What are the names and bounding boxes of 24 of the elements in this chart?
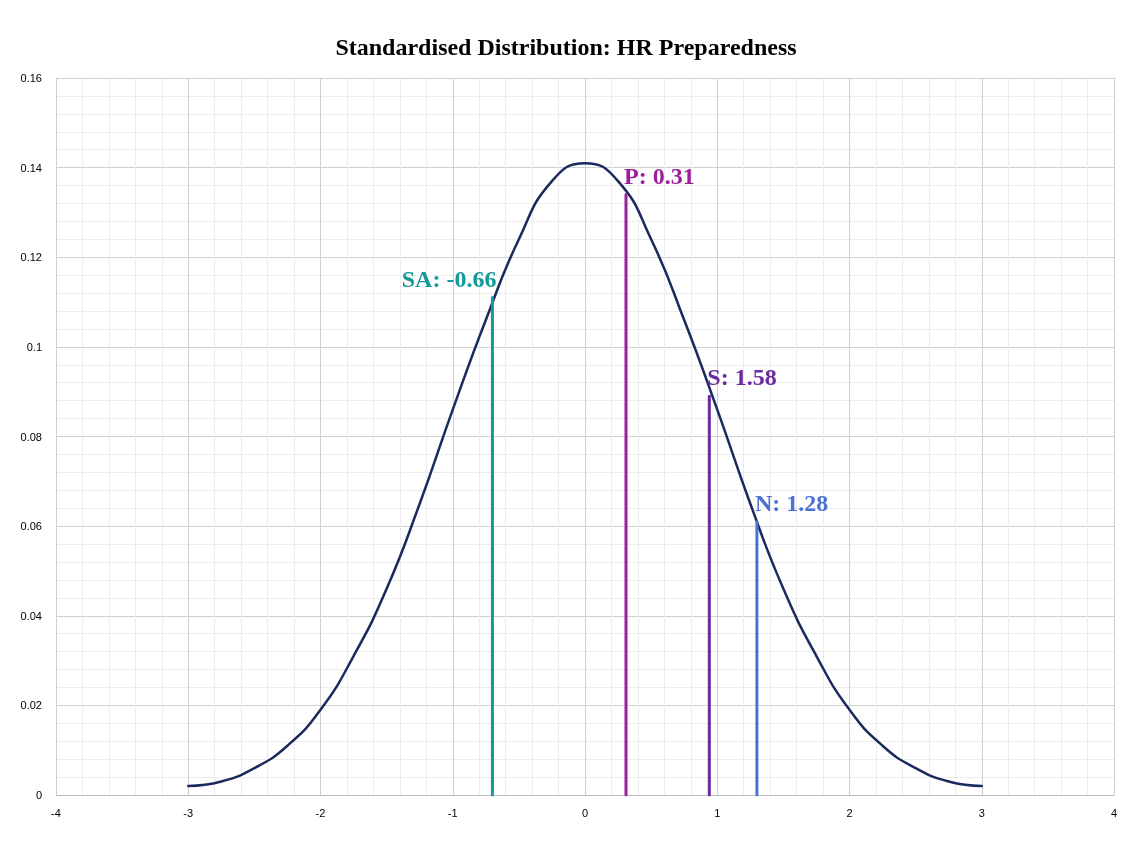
- chart-title: Standardised Distribution: HR Preparedness: [335, 34, 797, 60]
- x-tick-label: 2: [846, 806, 853, 819]
- y-tick-label: 0.1: [26, 340, 42, 353]
- series-label: SA: -0.66: [401, 265, 497, 292]
- y-tick-label: 0.04: [20, 609, 42, 622]
- y-tick-label: 0: [35, 789, 42, 801]
- y-tick-label: 0.06: [20, 520, 42, 533]
- x-tick-label: 4: [1110, 806, 1118, 819]
- x-tick-label: 0: [581, 806, 589, 819]
- series-label: S: 1.58: [707, 364, 777, 391]
- x-tick-label: -2: [315, 806, 326, 819]
- x-tick-label: 1: [714, 806, 721, 819]
- y-tick-label: 0.08: [20, 430, 42, 443]
- line-series: [187, 161, 983, 788]
- x-tick-label: -1: [447, 806, 458, 819]
- series-label: P: 0.31: [624, 162, 695, 189]
- y-tick-label: 0.14: [20, 161, 42, 174]
- y-tick-label: 0.16: [20, 72, 42, 84]
- x-tick-label: -3: [183, 806, 194, 819]
- x-tick-label: -4: [51, 806, 61, 819]
- y-tick-label: 0.02: [20, 699, 42, 712]
- y-tick-label: 0.12: [20, 251, 42, 264]
- series-label: N: 1.28: [754, 489, 829, 516]
- x-tick-label: 3: [978, 806, 985, 819]
